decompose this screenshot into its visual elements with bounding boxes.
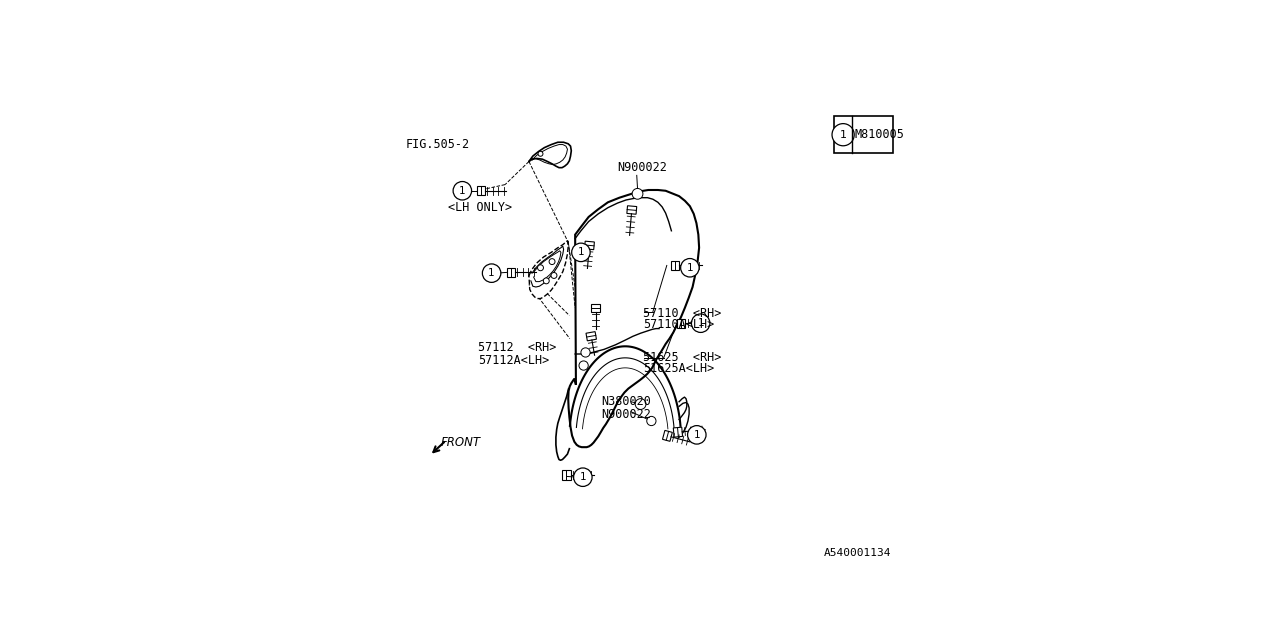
Circle shape xyxy=(681,259,699,277)
Circle shape xyxy=(687,426,707,444)
Text: 1: 1 xyxy=(577,247,584,257)
Text: N900022: N900022 xyxy=(617,161,667,174)
Circle shape xyxy=(543,278,549,284)
Circle shape xyxy=(832,124,854,146)
Text: 51625  <RH>: 51625 <RH> xyxy=(644,351,722,364)
Text: 1: 1 xyxy=(686,263,694,273)
Polygon shape xyxy=(671,261,680,270)
Text: 51625A<LH>: 51625A<LH> xyxy=(644,362,714,375)
Text: 57110A<LH>: 57110A<LH> xyxy=(644,318,714,332)
Text: 1: 1 xyxy=(694,430,700,440)
Text: 57112A<LH>: 57112A<LH> xyxy=(479,354,549,367)
Polygon shape xyxy=(673,427,682,437)
Circle shape xyxy=(646,417,657,426)
Text: 57110  <RH>: 57110 <RH> xyxy=(644,307,722,321)
Polygon shape xyxy=(677,319,685,328)
Circle shape xyxy=(581,348,590,357)
Polygon shape xyxy=(585,241,594,250)
Text: 57112  <RH>: 57112 <RH> xyxy=(479,341,557,355)
Text: <LH ONLY>: <LH ONLY> xyxy=(448,201,512,214)
Polygon shape xyxy=(586,332,596,341)
Text: N380020: N380020 xyxy=(602,396,652,408)
Circle shape xyxy=(538,151,543,156)
Text: A540001134: A540001134 xyxy=(823,548,891,558)
Polygon shape xyxy=(562,470,571,479)
Text: FRONT: FRONT xyxy=(440,436,480,449)
Circle shape xyxy=(691,314,710,332)
Polygon shape xyxy=(529,241,568,298)
Text: 1: 1 xyxy=(840,130,846,140)
Text: 1: 1 xyxy=(580,472,586,482)
Text: 1: 1 xyxy=(488,268,495,278)
Circle shape xyxy=(483,264,500,282)
Circle shape xyxy=(632,188,643,199)
Polygon shape xyxy=(507,268,515,277)
Circle shape xyxy=(572,243,590,262)
Circle shape xyxy=(550,273,557,278)
Circle shape xyxy=(579,361,589,370)
Circle shape xyxy=(573,468,593,486)
Circle shape xyxy=(538,265,544,271)
Circle shape xyxy=(453,182,471,200)
Text: N900022: N900022 xyxy=(602,408,652,420)
Polygon shape xyxy=(663,430,672,442)
Polygon shape xyxy=(591,304,600,312)
Text: 1: 1 xyxy=(698,318,704,328)
Circle shape xyxy=(549,259,556,264)
Text: M810005: M810005 xyxy=(855,128,905,141)
Text: 1: 1 xyxy=(460,186,466,196)
Circle shape xyxy=(635,399,646,410)
Polygon shape xyxy=(529,142,571,168)
Bar xyxy=(835,116,892,153)
Polygon shape xyxy=(477,186,485,195)
Text: FIG.505-2: FIG.505-2 xyxy=(406,138,470,151)
Polygon shape xyxy=(568,190,699,447)
Polygon shape xyxy=(627,205,636,214)
